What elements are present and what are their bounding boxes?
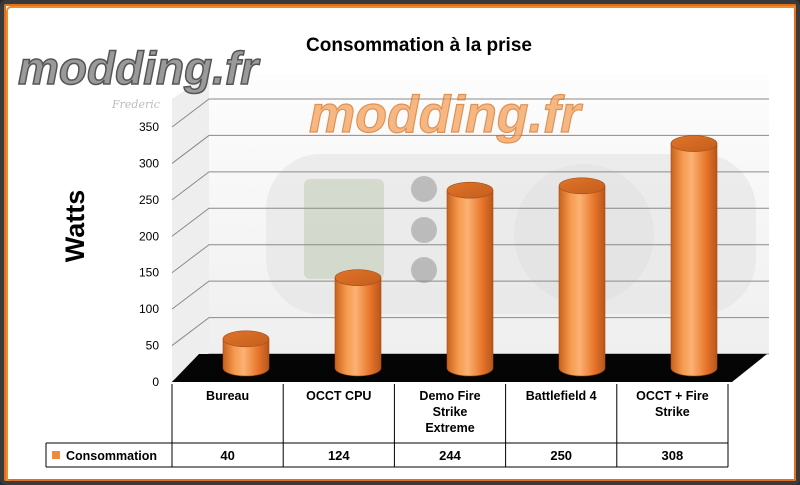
data-label: 124 [328,448,350,463]
data-label: 244 [439,448,461,463]
x-tick-label: Bureau [206,389,249,403]
y-tick-label: 350 [139,120,159,134]
data-label: 308 [662,448,684,463]
y-tick-label: 250 [139,193,159,207]
bar [222,330,270,377]
bar [670,135,718,377]
y-tick-label: 0 [152,375,159,389]
bars [222,135,718,377]
y-tick-label: 150 [139,266,159,280]
watermark-brand-top-left: modding.fr [18,42,260,94]
y-axis-ticks: 0 50 100 150 200 250 300 350 [139,120,159,389]
gridline [171,134,769,164]
data-table: Bureau OCCT CPU Demo Fire Strike Extreme Batt… [45,384,729,468]
bar-chart: 0 50 100 150 200 250 300 350 modding.fr modding… [17,35,769,468]
watermark-signature: Frederic [111,98,160,111]
x-tick-label: Battlefield 4 [526,389,597,403]
gridline [171,171,769,201]
y-tick-label: 50 [146,339,160,353]
x-tick-label: OCCT CPU [306,389,371,403]
data-label: 40 [220,448,234,463]
y-tick-label: 100 [139,302,159,316]
chart-title: Consommation à la prise [306,35,532,56]
legend-entry: Consommation [66,449,157,463]
y-tick-label: 200 [139,229,159,243]
bar [558,177,606,377]
data-label: 250 [550,448,572,463]
bar [334,269,382,377]
watermark-brand-center: modding.fr [309,86,583,144]
x-tick-label: Demo Fire Strike Extreme [419,389,480,435]
y-axis-label: Watts [60,190,90,263]
legend-swatch [52,451,60,459]
watermark-logo: modding.fr modding.fr Frederic [17,41,584,144]
x-tick-label: OCCT + Fire Strike [636,389,709,419]
gridline [171,98,769,128]
y-tick-label: 300 [139,156,159,170]
bar [446,181,494,377]
